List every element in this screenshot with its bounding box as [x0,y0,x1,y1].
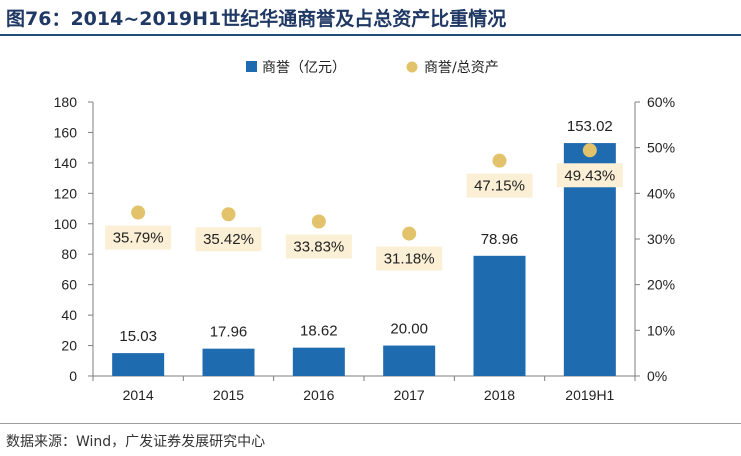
left-tick-label: 160 [54,124,78,140]
left-tick-label: 40 [61,307,77,323]
right-tick-label: 60% [647,94,675,110]
title-bar: 图76：2014~2019H1世纪华通商誉及占总资产比重情况 [0,0,741,36]
bar [202,348,255,376]
ratio-value-label: 35.79% [113,230,164,247]
x-tick-label: 2019H1 [565,387,614,403]
legend: 商誉（亿元） 商誉/总资产 [246,60,499,76]
bar [383,345,436,376]
ratio-point [402,226,417,241]
ratio-point [492,153,507,168]
left-tick-label: 0 [69,368,77,384]
ratio-value-label: 49.43% [564,167,615,184]
ratio-point [131,205,146,220]
legend-dot-label: 商誉/总资产 [424,60,499,76]
ratio-label-box [105,225,172,250]
left-tick-label: 140 [54,155,78,171]
ratio-label-box [195,227,262,252]
right-tick-label: 50% [647,140,675,156]
right-tick-label: 40% [647,185,675,201]
ratio-value-label: 35.42% [203,231,254,248]
left-tick-label: 60 [61,277,77,293]
bar [112,353,165,376]
x-tick-label: 2017 [394,387,425,403]
bar [473,255,526,376]
left-tick-label: 120 [54,185,78,201]
bar-value-label: 20.00 [390,321,428,338]
legend-dot-swatch [406,61,418,73]
chart: 商誉（亿元） 商誉/总资产 0 20 40 60 80 100 120 140 160 180 0% 1… [54,60,675,403]
left-tick-label: 80 [61,246,77,262]
bar-value-label: 78.96 [481,231,519,248]
ratio-series: 35.79% 35.42% 33.83% 31.18% 47.15% 49.43% [105,143,623,271]
ratio-label-box [556,163,623,188]
ratio-value-label: 31.18% [384,251,435,268]
bar [292,347,345,376]
ratio-label-box [466,173,533,198]
footer-divider [0,423,741,424]
figure-title: 图76：2014~2019H1世纪华通商誉及占总资产比重情况 [6,8,507,30]
ratio-value-label: 33.83% [293,239,344,256]
bar-value-label: 153.02 [567,118,613,135]
ratio-label-box [376,246,443,271]
ratio-value-label: 47.15% [474,178,525,195]
x-tick-label: 2015 [213,387,244,403]
axes: 0 20 40 60 80 100 120 140 160 180 0% 10% 20% 30% 40% 50… [54,94,675,403]
right-tick-label: 10% [647,322,675,338]
left-tick-label: 100 [54,216,78,232]
bar-value-label: 15.03 [119,328,157,345]
x-tick-label: 2018 [484,387,515,403]
left-tick-label: 180 [54,94,78,110]
bar-value-label: 18.62 [300,323,338,340]
left-tick-label: 20 [61,338,77,354]
ratio-point [221,207,236,222]
legend-bar-label: 商誉（亿元） [262,60,346,76]
right-tick-label: 20% [647,277,675,293]
x-tick-label: 2014 [123,387,154,403]
bar-series: 15.03 17.96 18.62 20.00 78.96 153.02 [112,118,616,376]
ratio-point [311,214,326,229]
right-tick-label: 30% [647,231,675,247]
ratio-label-box [285,234,352,259]
right-tick-label: 0% [647,368,667,384]
source-note: 数据来源：Wind，广发证券发展研究中心 [6,434,266,450]
bar-value-label: 17.96 [210,324,248,341]
legend-bar-swatch [246,61,257,72]
ratio-point [582,143,597,158]
x-tick-label: 2016 [303,387,334,403]
